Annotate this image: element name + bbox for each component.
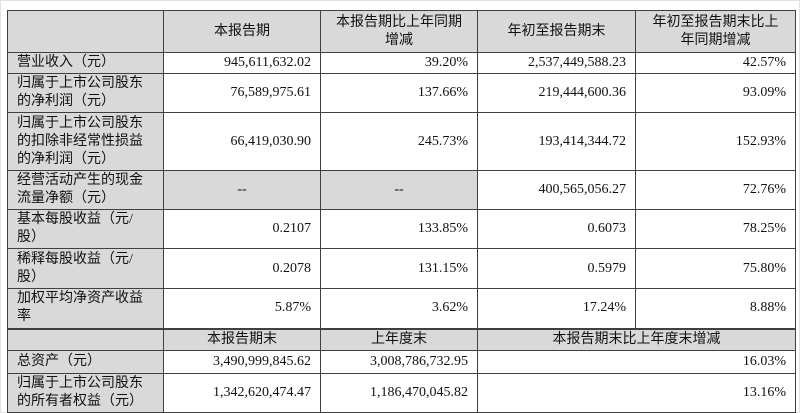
cell-value: 39.20%: [320, 52, 478, 74]
cell-value: --: [163, 170, 321, 210]
cell-value: 1,186,470,045.82: [320, 372, 478, 413]
header-row-period-end: 本报告期末 上年度末 本报告期末比上年度末增减: [7, 327, 796, 351]
column-header-period-end-change: 本报告期末比上年度末增减: [477, 327, 796, 351]
cell-value: 219,444,600.36: [477, 73, 636, 113]
table-row-revenue: 营业收入（元） 945,611,632.02 39.20% 2,537,449,…: [7, 52, 796, 74]
cell-value: 245.73%: [320, 112, 478, 171]
column-header-ytd-yoy-change: 年初至报告期末比上年同期增减: [635, 10, 796, 53]
table-row-net-profit: 归属于上市公司股东的净利润（元） 76,589,975.61 137.66% 2…: [7, 73, 796, 113]
row-label: 归属于上市公司股东的所有者权益（元）: [7, 372, 164, 413]
cell-value: 945,611,632.02: [163, 52, 321, 74]
cell-value: 75.80%: [635, 248, 796, 289]
cell-value: 13.16%: [477, 372, 796, 413]
cell-value: 3,008,786,732.95: [320, 349, 478, 374]
corner-cell: [7, 327, 164, 351]
column-header-ytd: 年初至报告期末: [477, 10, 636, 53]
cell-value: 8.88%: [635, 288, 796, 329]
column-header-yoy-change: 本报告期比上年同期增减: [320, 10, 478, 53]
row-label: 加权平均净资产收益率: [7, 288, 164, 329]
cell-value: 0.2078: [163, 248, 321, 289]
cell-value: 0.2107: [163, 209, 321, 249]
row-label: 经营活动产生的现金流量净额（元）: [7, 170, 164, 210]
cell-value: 42.57%: [635, 52, 796, 74]
cell-value: 131.15%: [320, 248, 478, 289]
table-row-basic-eps: 基本每股收益（元/股） 0.2107 133.85% 0.6073 78.25%: [7, 209, 796, 249]
cell-value: 72.76%: [635, 170, 796, 210]
header-row-period: 本报告期 本报告期比上年同期增减 年初至报告期末 年初至报告期末比上年同期增减: [7, 10, 796, 53]
cell-value: 5.87%: [163, 288, 321, 329]
row-label: 归属于上市公司股东的扣除非经常性损益的净利润（元）: [7, 112, 164, 171]
cell-value: 2,537,449,588.23: [477, 52, 636, 74]
cell-value: 3,490,999,845.62: [163, 349, 321, 374]
cell-value: 400,565,056.27: [477, 170, 636, 210]
row-label: 营业收入（元）: [7, 52, 164, 74]
cell-value: 66,419,030.90: [163, 112, 321, 171]
column-header-current-period: 本报告期: [163, 10, 321, 53]
table-row-weighted-roe: 加权平均净资产收益率 5.87% 3.62% 17.24% 8.88%: [7, 288, 796, 329]
column-header-prior-year-end: 上年度末: [320, 327, 478, 351]
row-label: 稀释每股收益（元/股）: [7, 248, 164, 289]
row-label: 总资产（元）: [7, 349, 164, 374]
table-row-operating-cashflow: 经营活动产生的现金流量净额（元） -- -- 400,565,056.27 72…: [7, 170, 796, 210]
cell-value: 93.09%: [635, 73, 796, 113]
column-header-period-end: 本报告期末: [163, 327, 321, 351]
table-row-diluted-eps: 稀释每股收益（元/股） 0.2078 131.15% 0.5979 75.80%: [7, 248, 796, 289]
table-row-non-recurring-profit: 归属于上市公司股东的扣除非经常性损益的净利润（元） 66,419,030.90 …: [7, 112, 796, 171]
cell-value: 0.6073: [477, 209, 636, 249]
cell-value: 17.24%: [477, 288, 636, 329]
row-label: 基本每股收益（元/股）: [7, 209, 164, 249]
row-label: 归属于上市公司股东的净利润（元）: [7, 73, 164, 113]
cell-value: --: [320, 170, 478, 210]
corner-cell: [7, 10, 164, 53]
cell-value: 133.85%: [320, 209, 478, 249]
cell-value: 137.66%: [320, 73, 478, 113]
cell-value: 16.03%: [477, 349, 796, 374]
cell-value: 1,342,620,474.47: [163, 372, 321, 413]
cell-value: 0.5979: [477, 248, 636, 289]
table-row-owners-equity: 归属于上市公司股东的所有者权益（元） 1,342,620,474.47 1,18…: [7, 372, 796, 413]
cell-value: 152.93%: [635, 112, 796, 171]
cell-value: 3.62%: [320, 288, 478, 329]
cell-value: 78.25%: [635, 209, 796, 249]
financial-summary-table: 本报告期 本报告期比上年同期增减 年初至报告期末 年初至报告期末比上年同期增减 …: [7, 10, 796, 413]
cell-value: 76,589,975.61: [163, 73, 321, 113]
table-row-total-assets: 总资产（元） 3,490,999,845.62 3,008,786,732.95…: [7, 349, 796, 374]
cell-value: 193,414,344.72: [477, 112, 636, 171]
